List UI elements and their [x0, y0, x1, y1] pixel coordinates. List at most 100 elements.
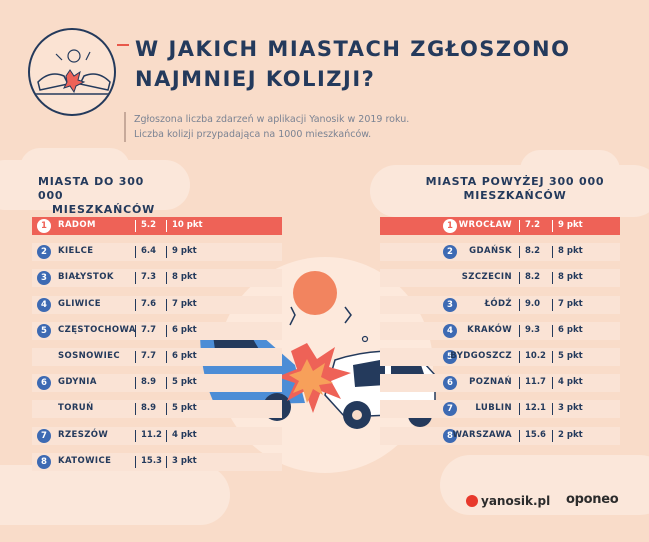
left-list-row: 5 CZĘSTOCHOWA 7.7 6 pkt	[32, 321, 282, 340]
column-separator	[519, 403, 520, 416]
collision-rate-value: 7.7	[141, 324, 157, 335]
column-separator	[166, 220, 167, 232]
left-heading-line-1: MIASTA DO 300 000	[38, 175, 145, 202]
collision-rate-value: 10.2	[525, 351, 546, 361]
left-list-row: 4 GLIWICE 7.6 7 pkt	[32, 295, 282, 314]
collision-rate-value: 7.7	[141, 351, 157, 361]
rank-badge: 4	[443, 323, 457, 338]
column-separator	[552, 351, 553, 363]
points-value: 9 pkt	[558, 220, 583, 230]
oponeo-logo: oponeo	[566, 492, 619, 507]
collision-rate-value: 7.2	[525, 220, 541, 230]
collision-rate-value: 9.0	[525, 298, 541, 309]
yanosik-logo-text: yanosik.pl	[481, 494, 551, 508]
city-name: WROCŁAW	[458, 220, 512, 230]
left-list-row: 1 RADOM 5.2 10 pkt	[32, 217, 282, 235]
right-list-row-background	[380, 217, 620, 235]
cloud-right-2	[520, 150, 620, 190]
rank-badge: 5	[37, 323, 51, 338]
collision-rate-value: 11.2	[141, 429, 162, 440]
city-name: CZĘSTOCHOWA	[58, 324, 136, 335]
rank-badge: 3	[443, 297, 457, 312]
points-value: 9 pkt	[172, 246, 197, 257]
column-separator	[166, 272, 167, 285]
column-separator	[135, 455, 136, 468]
subtitle-line-2: Liczba kolizji przypadająca na 1000 mies…	[134, 129, 372, 140]
crash-emblem-icon	[28, 28, 116, 116]
column-separator	[135, 351, 136, 363]
column-separator	[552, 324, 553, 337]
city-name: SZCZECIN	[461, 272, 512, 283]
rank-badge: 8	[37, 454, 51, 469]
column-separator	[552, 298, 553, 311]
left-list-row: 2 KIELCE 6.4 9 pkt	[32, 243, 282, 262]
left-list-row: 8 KATOWICE 15.3 3 pkt	[32, 452, 282, 471]
right-list-row-background	[380, 374, 620, 393]
column-separator	[552, 403, 553, 416]
collision-rate-value: 8.9	[141, 377, 157, 388]
points-value: 5 pkt	[172, 403, 197, 414]
column-separator	[135, 324, 136, 337]
points-value: 5 pkt	[558, 351, 583, 361]
yanosik-logo: yanosik.pl	[466, 494, 550, 508]
points-value: 5 pkt	[172, 377, 197, 388]
rank-badge: 2	[37, 245, 51, 260]
points-value: 6 pkt	[172, 351, 197, 361]
right-list-row-background	[380, 269, 620, 288]
column-separator	[519, 351, 520, 363]
collision-rate-value: 6.4	[141, 246, 157, 257]
subtitle-bar	[124, 112, 126, 142]
right-list-row: SZCZECIN 8.2 8 pkt	[380, 269, 620, 288]
city-name: POZNAŃ	[469, 377, 512, 388]
column-separator	[166, 351, 167, 363]
city-name: LUBLIN	[475, 403, 512, 414]
city-name: WARSZAWA	[452, 429, 512, 440]
right-list-row: 6 POZNAŃ 11.7 4 pkt	[380, 374, 620, 393]
collision-rate-value: 15.3	[141, 455, 162, 466]
city-name: GLIWICE	[58, 298, 101, 309]
points-value: 2 pkt	[558, 429, 583, 440]
collision-rate-value: 8.2	[525, 272, 541, 283]
rank-badge: 7	[443, 402, 457, 417]
rank-badge: 6	[443, 376, 457, 391]
right-heading-line-2: MIESZKAŃCÓW	[463, 189, 567, 202]
rank-badge: 2	[443, 245, 457, 260]
column-separator	[135, 298, 136, 311]
left-heading-line-2: MIESZKAŃCÓW	[52, 203, 156, 216]
collision-rate-value: 12.1	[525, 403, 546, 414]
column-separator	[519, 298, 520, 311]
column-separator	[519, 377, 520, 390]
title-dash	[117, 44, 129, 46]
left-list-row-background	[32, 400, 282, 419]
points-value: 7 pkt	[172, 298, 197, 309]
right-list-row: 5 BYDGOSZCZ 10.2 5 pkt	[380, 348, 620, 366]
city-name: ŁÓDŹ	[484, 298, 512, 309]
rank-badge: 5	[443, 350, 457, 364]
left-list-row-background	[32, 295, 282, 314]
right-list-row: 1 WROCŁAW 7.2 9 pkt	[380, 217, 620, 235]
subtitle-line-1: Zgłoszona liczba zdarzeń w aplikacji Yan…	[134, 114, 410, 125]
right-list-row-background	[380, 400, 620, 419]
left-list-row-background	[32, 426, 282, 445]
points-value: 7 pkt	[558, 298, 583, 309]
right-list-row-background	[380, 426, 620, 445]
left-list-row-background	[32, 321, 282, 340]
column-separator	[519, 429, 520, 442]
subtitle: Zgłoszona liczba zdarzeń w aplikacji Yan…	[134, 112, 514, 142]
right-list-row-background	[380, 295, 620, 314]
city-name: BYDGOSZCZ	[450, 351, 512, 361]
right-column-heading: MIASTA POWYŻEJ 300 000 MIESZKAŃCÓW	[425, 175, 605, 203]
left-list-row-background	[32, 374, 282, 393]
points-value: 6 pkt	[558, 324, 583, 335]
right-list-row-background	[380, 243, 620, 262]
points-value: 10 pkt	[172, 220, 203, 230]
rank-badge: 1	[443, 219, 457, 233]
collision-rate-value: 15.6	[525, 429, 546, 440]
city-name: KRAKÓW	[467, 324, 512, 335]
left-list-row: 7 RZESZÓW 11.2 4 pkt	[32, 426, 282, 445]
left-list-row: TORUŃ 8.9 5 pkt	[32, 400, 282, 419]
right-heading-line-1: MIASTA POWYŻEJ 300 000	[425, 175, 605, 188]
left-list-row: 3 BIAŁYSTOK 7.3 8 pkt	[32, 269, 282, 288]
collision-rate-value: 8.9	[141, 403, 157, 414]
